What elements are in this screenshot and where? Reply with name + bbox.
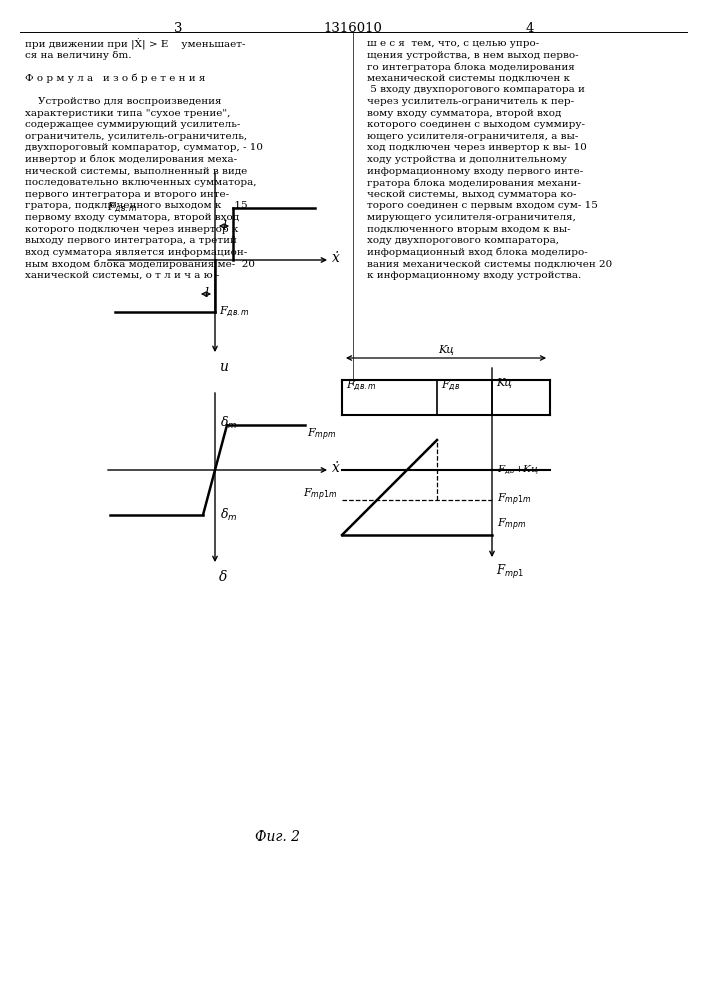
Text: подключенного вторым входом к вы-: подключенного вторым входом к вы- — [367, 225, 571, 234]
Text: го интегратора блока моделирования: го интегратора блока моделирования — [367, 62, 575, 72]
Text: ход подключен через инвертор к вы- 10: ход подключен через инвертор к вы- 10 — [367, 143, 587, 152]
Text: ходу устройства и дополнительному: ходу устройства и дополнительному — [367, 155, 567, 164]
Text: Ф о р м у л а   и з о б р е т е н и я: Ф о р м у л а и з о б р е т е н и я — [25, 74, 205, 83]
Text: ограничитель, усилитель-ограничитель,: ограничитель, усилитель-ограничитель, — [25, 132, 247, 141]
Text: l: l — [222, 220, 226, 233]
Text: вания механической системы подключен 20: вания механической системы подключен 20 — [367, 259, 612, 268]
Text: F$_{mp1m}$: F$_{mp1m}$ — [303, 487, 337, 503]
Text: вход сумматора является информацион-: вход сумматора является информацион- — [25, 248, 247, 257]
Text: к информационному входу устройства.: к информационному входу устройства. — [367, 271, 581, 280]
Text: F$_{дв}$: F$_{дв}$ — [441, 378, 460, 393]
Text: F$_{дв}$+Kц: F$_{дв}$+Kц — [497, 463, 539, 477]
Text: которого соединен с выходом суммиру-: которого соединен с выходом суммиру- — [367, 120, 585, 129]
Text: δ$_m$: δ$_m$ — [220, 507, 238, 523]
Text: 1316010: 1316010 — [324, 22, 382, 35]
Text: ш е с я  тем, что, с целью упро-: ш е с я тем, что, с целью упро- — [367, 39, 539, 48]
Text: F$_{mpm}$: F$_{mpm}$ — [308, 427, 337, 443]
Text: Фиг. 2: Фиг. 2 — [255, 830, 300, 844]
Text: F$_{mp1}$: F$_{mp1}$ — [496, 563, 524, 581]
Text: содержащее суммирующий усилитель-: содержащее суммирующий усилитель- — [25, 120, 240, 129]
Text: 4: 4 — [526, 22, 534, 35]
Text: F$_{mp1m}$: F$_{mp1m}$ — [497, 492, 532, 508]
Text: ческой системы, выход сумматора ко-: ческой системы, выход сумматора ко- — [367, 190, 576, 199]
Text: через усилитель-ограничитель к пер-: через усилитель-ограничитель к пер- — [367, 97, 574, 106]
Text: F$_{дв.m}$: F$_{дв.m}$ — [346, 378, 377, 393]
Text: F$_{mpm}$: F$_{mpm}$ — [497, 517, 527, 533]
Text: торого соединен с первым входом сум- 15: торого соединен с первым входом сум- 15 — [367, 201, 598, 210]
Text: ющего усилителя-ограничителя, а вы-: ющего усилителя-ограничителя, а вы- — [367, 132, 578, 141]
Text: мирующего усилителя-ограничителя,: мирующего усилителя-ограничителя, — [367, 213, 576, 222]
Text: ходу двухпорогового компаратора,: ходу двухпорогового компаратора, — [367, 236, 559, 245]
Text: ся на величину δm.: ся на величину δm. — [25, 51, 132, 60]
Text: ханической системы, о т л и ч а ю -: ханической системы, о т л и ч а ю - — [25, 271, 219, 280]
Text: 5 входу двухпорогового компаратора и: 5 входу двухпорогового компаратора и — [367, 85, 585, 94]
Text: которого подключен через инвертор к: которого подключен через инвертор к — [25, 225, 238, 234]
Text: ẋ: ẋ — [332, 251, 340, 265]
Text: δ$_m$: δ$_m$ — [220, 415, 238, 431]
Text: 3: 3 — [174, 22, 182, 35]
Text: механической системы подключен к: механической системы подключен к — [367, 74, 570, 83]
Text: Устройство для воспроизведения: Устройство для воспроизведения — [25, 97, 221, 106]
Text: щения устройства, в нем выход перво-: щения устройства, в нем выход перво- — [367, 51, 578, 60]
Text: первому входу сумматора, второй вход: первому входу сумматора, второй вход — [25, 213, 239, 222]
Text: последовательно включенных сумматора,: последовательно включенных сумматора, — [25, 178, 257, 187]
Text: Kц: Kц — [438, 345, 454, 355]
Text: при движении при |Ẋ| > E    уменьшает-: при движении при |Ẋ| > E уменьшает- — [25, 39, 245, 50]
Text: u: u — [219, 360, 228, 374]
Text: нической системы, выполненный в виде: нической системы, выполненный в виде — [25, 167, 247, 176]
Text: информационному входу первого инте-: информационному входу первого инте- — [367, 167, 583, 176]
Text: δ: δ — [219, 570, 228, 584]
Text: вому входу сумматора, второй вход: вому входу сумматора, второй вход — [367, 109, 561, 118]
Text: выходу первого интегратора, а третий: выходу первого интегратора, а третий — [25, 236, 237, 245]
Text: характеристики типа "сухое трение",: характеристики типа "сухое трение", — [25, 109, 230, 118]
Text: первого интегратора и второго инте-: первого интегратора и второго инте- — [25, 190, 229, 199]
Text: Kц: Kц — [496, 378, 512, 388]
Text: l: l — [204, 287, 208, 300]
Text: ным входом блока моделирования ме-  20: ным входом блока моделирования ме- 20 — [25, 259, 255, 269]
Text: инвертор и блок моделирования меха-: инвертор и блок моделирования меха- — [25, 155, 237, 164]
Text: гратора блока моделирования механи-: гратора блока моделирования механи- — [367, 178, 581, 188]
Text: двухпороговый компаратор, сумматор, - 10: двухпороговый компаратор, сумматор, - 10 — [25, 143, 263, 152]
Text: гратора, подключенного выходом к    15: гратора, подключенного выходом к 15 — [25, 201, 247, 210]
Text: информационный вход блока моделиро-: информационный вход блока моделиро- — [367, 248, 588, 257]
Text: ẋ: ẋ — [332, 461, 340, 475]
Text: F$_{дв.m}$: F$_{дв.m}$ — [107, 201, 138, 215]
Text: F$_{дв.m}$: F$_{дв.m}$ — [219, 305, 250, 319]
